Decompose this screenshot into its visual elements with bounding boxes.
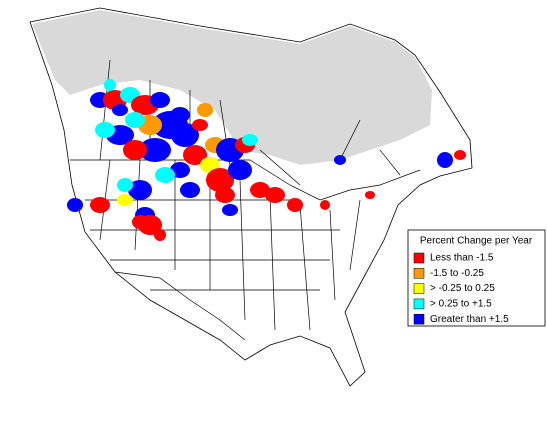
change-patch xyxy=(222,204,238,216)
change-patch xyxy=(170,162,190,178)
change-patch xyxy=(242,134,258,146)
change-patch xyxy=(250,182,270,198)
legend-items: Less than -1.5 -1.5 to -0.25 > -0.25 to 0.… xyxy=(413,252,509,325)
change-patch xyxy=(265,187,285,203)
legend-box xyxy=(407,229,546,327)
us-mexico-border xyxy=(114,271,246,341)
legend-swatch xyxy=(413,298,425,310)
change-patch xyxy=(90,197,110,213)
us-canada-border xyxy=(70,159,421,201)
change-patch xyxy=(123,140,147,160)
legend-swatch xyxy=(413,252,425,264)
change-patch xyxy=(139,138,171,162)
legend-label: -1.5 to -0.25 xyxy=(430,268,484,279)
change-patch xyxy=(125,112,145,128)
change-patch xyxy=(128,180,152,200)
change-patch xyxy=(180,182,200,198)
change-patch xyxy=(320,200,330,210)
change-patch xyxy=(170,107,190,123)
change-patch xyxy=(155,167,175,183)
legend-title: Percent Change per Year xyxy=(420,236,533,247)
northern-area xyxy=(32,10,432,165)
change-patch xyxy=(287,198,303,212)
change-patch xyxy=(117,194,133,206)
change-patch xyxy=(171,123,199,147)
legend-label: Less than -1.5 xyxy=(430,253,494,264)
change-patch xyxy=(67,198,83,212)
change-patch xyxy=(183,145,207,165)
change-patch xyxy=(104,79,116,91)
legend-swatch xyxy=(413,268,425,279)
change-patch xyxy=(132,215,148,229)
change-patch xyxy=(454,150,466,160)
change-patch xyxy=(192,119,208,131)
change-patch xyxy=(437,152,453,168)
change-patch xyxy=(197,103,213,117)
legend-label: > 0.25 to +1.5 xyxy=(430,299,492,310)
legend-swatch xyxy=(413,283,425,294)
change-patch xyxy=(150,92,170,108)
change-patch xyxy=(215,187,235,203)
change-patch xyxy=(228,160,252,180)
legend-label: Greater than +1.5 xyxy=(430,314,509,325)
legend-swatch xyxy=(413,313,425,325)
change-patch xyxy=(112,104,128,116)
change-patch xyxy=(365,191,375,199)
change-patch xyxy=(117,178,133,192)
change-patches xyxy=(67,79,466,241)
legend: Percent Change per Year Less than -1.5 -1… xyxy=(407,229,546,327)
change-patch xyxy=(334,155,346,165)
change-patch xyxy=(206,168,234,192)
change-patch xyxy=(154,229,166,241)
change-patch xyxy=(95,122,115,138)
legend-label: > -0.25 to 0.25 xyxy=(430,283,495,294)
